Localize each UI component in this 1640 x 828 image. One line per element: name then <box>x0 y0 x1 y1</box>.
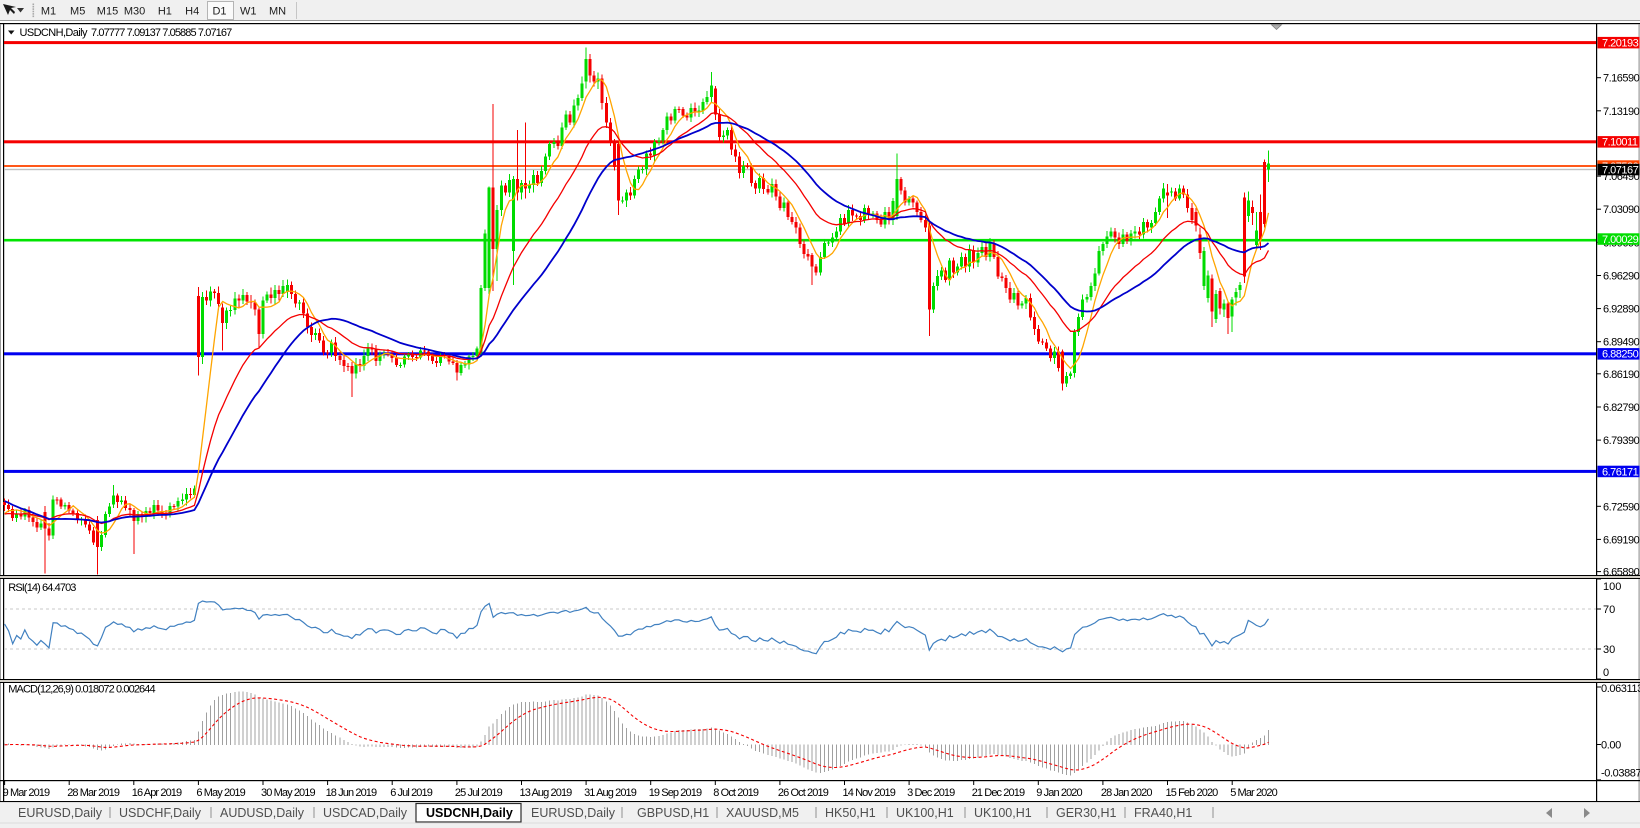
svg-text:7.07777 7.09137 7.05885 7.0716: 7.07777 7.09137 7.05885 7.07167 <box>91 27 232 39</box>
svg-text:6.96290: 6.96290 <box>1603 271 1640 283</box>
svg-text:6 May 2019: 6 May 2019 <box>196 787 245 799</box>
svg-text:H4: H4 <box>185 6 199 18</box>
svg-text:6.82790: 6.82790 <box>1603 402 1640 414</box>
svg-text:6.72590: 6.72590 <box>1603 501 1640 513</box>
svg-text:15 Feb 2020: 15 Feb 2020 <box>1166 787 1219 799</box>
svg-text:21 Dec 2019: 21 Dec 2019 <box>972 787 1025 799</box>
svg-text:MACD(12,26,9) 0.018072 0.00264: MACD(12,26,9) 0.018072 0.002644 <box>8 684 155 696</box>
svg-text:GBPUSD,H1: GBPUSD,H1 <box>637 806 709 820</box>
svg-text:EURUSD,Daily: EURUSD,Daily <box>531 806 616 820</box>
svg-text:UK100,H1: UK100,H1 <box>896 806 954 820</box>
svg-text:7.16590: 7.16590 <box>1603 73 1640 85</box>
svg-text:7.20193: 7.20193 <box>1602 38 1639 50</box>
svg-text:100: 100 <box>1603 581 1621 593</box>
svg-text:6 Jul 2019: 6 Jul 2019 <box>390 787 433 799</box>
svg-text:14 Nov 2019: 14 Nov 2019 <box>843 787 896 799</box>
svg-text:UK100,H1: UK100,H1 <box>974 806 1032 820</box>
svg-text:USDCNH,Daily: USDCNH,Daily <box>20 27 88 39</box>
svg-text:AUDUSD,Daily: AUDUSD,Daily <box>220 806 305 820</box>
svg-text:USDCNH,Daily: USDCNH,Daily <box>426 806 513 820</box>
svg-text:RSI(14) 64.4703: RSI(14) 64.4703 <box>8 582 76 594</box>
svg-text:M5: M5 <box>70 6 85 18</box>
svg-text:28 Jan 2020: 28 Jan 2020 <box>1101 787 1152 799</box>
svg-text:MN: MN <box>269 6 286 18</box>
svg-text:GER30,H1: GER30,H1 <box>1056 806 1116 820</box>
svg-text:USDCAD,Daily: USDCAD,Daily <box>323 806 408 820</box>
svg-text:XAUUSD,M5: XAUUSD,M5 <box>726 806 799 820</box>
svg-text:9 Jan 2020: 9 Jan 2020 <box>1036 787 1082 799</box>
svg-text:25 Jul 2019: 25 Jul 2019 <box>455 787 503 799</box>
svg-text:6.92890: 6.92890 <box>1603 304 1640 316</box>
svg-text:M1: M1 <box>41 6 56 18</box>
svg-text:6.88250: 6.88250 <box>1602 349 1639 361</box>
svg-text:M30: M30 <box>124 6 145 18</box>
svg-text:7.13190: 7.13190 <box>1603 106 1640 118</box>
svg-text:16 Apr 2019: 16 Apr 2019 <box>132 787 182 799</box>
svg-text:18 Jun 2019: 18 Jun 2019 <box>326 787 377 799</box>
svg-text:M15: M15 <box>97 6 118 18</box>
svg-text:7.03090: 7.03090 <box>1603 204 1640 216</box>
svg-text:-0.038872: -0.038872 <box>1601 768 1640 780</box>
svg-text:0.063113: 0.063113 <box>1601 683 1640 695</box>
svg-text:6.69190: 6.69190 <box>1603 534 1640 546</box>
svg-text:19 Sep 2019: 19 Sep 2019 <box>649 787 702 799</box>
svg-text:8 Oct 2019: 8 Oct 2019 <box>713 787 759 799</box>
svg-text:D1: D1 <box>212 6 226 18</box>
svg-text:30 May 2019: 30 May 2019 <box>261 787 315 799</box>
svg-text:EURUSD,Daily: EURUSD,Daily <box>18 806 103 820</box>
svg-text:6.65890: 6.65890 <box>1603 567 1640 579</box>
svg-text:HK50,H1: HK50,H1 <box>825 806 876 820</box>
svg-text:FRA40,H1: FRA40,H1 <box>1134 806 1192 820</box>
svg-text:6.76171: 6.76171 <box>1602 466 1639 478</box>
svg-text:0: 0 <box>1603 667 1609 679</box>
svg-text:9 Mar 2019: 9 Mar 2019 <box>3 787 50 799</box>
svg-text:28 Mar 2019: 28 Mar 2019 <box>67 787 120 799</box>
svg-text:0.00: 0.00 <box>1601 740 1621 752</box>
svg-text:6.86190: 6.86190 <box>1603 369 1640 381</box>
svg-text:W1: W1 <box>240 6 257 18</box>
svg-text:6.89490: 6.89490 <box>1603 337 1640 349</box>
svg-text:H1: H1 <box>158 6 172 18</box>
svg-text:7.07167: 7.07167 <box>1602 164 1639 176</box>
svg-text:30: 30 <box>1603 644 1615 656</box>
svg-text:70: 70 <box>1603 604 1615 616</box>
svg-text:7.10011: 7.10011 <box>1602 137 1638 149</box>
svg-text:7.00029: 7.00029 <box>1602 234 1639 246</box>
svg-text:13 Aug 2019: 13 Aug 2019 <box>520 787 573 799</box>
svg-text:26 Oct 2019: 26 Oct 2019 <box>778 787 829 799</box>
svg-text:6.79390: 6.79390 <box>1603 435 1640 447</box>
svg-text:31 Aug 2019: 31 Aug 2019 <box>584 787 637 799</box>
svg-text:5 Mar 2020: 5 Mar 2020 <box>1230 787 1277 799</box>
svg-text:3 Dec 2019: 3 Dec 2019 <box>907 787 955 799</box>
svg-text:USDCHF,Daily: USDCHF,Daily <box>119 806 202 820</box>
